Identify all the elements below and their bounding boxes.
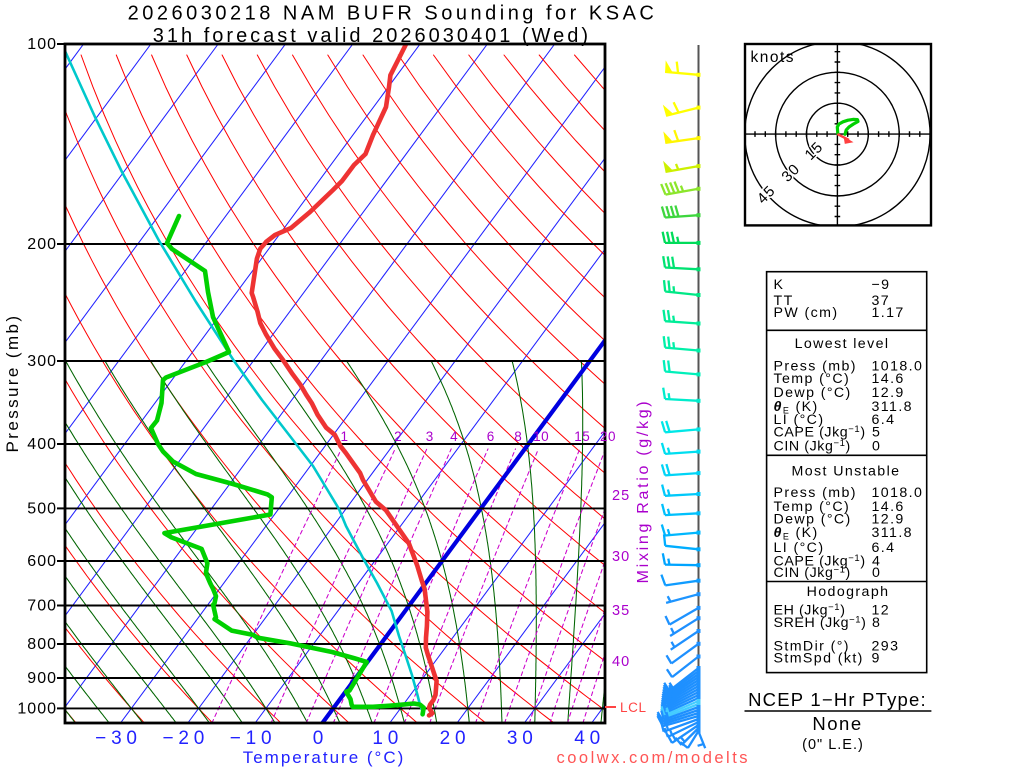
svg-text:−30: −30 bbox=[95, 728, 142, 749]
svg-text:(0" L.E.): (0" L.E.) bbox=[802, 737, 864, 753]
svg-text:1: 1 bbox=[340, 429, 348, 444]
svg-text:200: 200 bbox=[27, 236, 57, 253]
svg-text:StmSpd (kt): StmSpd (kt) bbox=[774, 650, 864, 666]
svg-text:Press (mb): Press (mb) bbox=[774, 358, 857, 374]
svg-text:−10: −10 bbox=[230, 728, 277, 749]
svg-text:30: 30 bbox=[507, 728, 538, 749]
svg-text:Most Unstable: Most Unstable bbox=[792, 464, 901, 480]
svg-text:CAPE (Jkg−1): CAPE (Jkg−1) bbox=[774, 424, 866, 441]
svg-text:Mixing Ratio (g/kg): Mixing Ratio (g/kg) bbox=[635, 399, 652, 584]
svg-text:StmDir (°): StmDir (°) bbox=[774, 638, 850, 654]
svg-text:EH (Jkg−1): EH (Jkg−1) bbox=[774, 602, 846, 619]
svg-text:θE (K): θE (K) bbox=[774, 525, 819, 542]
svg-text:Pressure (mb): Pressure (mb) bbox=[3, 314, 22, 453]
svg-text:400: 400 bbox=[27, 436, 57, 453]
svg-text:LCL: LCL bbox=[620, 700, 647, 715]
svg-text:CAPE (Jkg−1): CAPE (Jkg−1) bbox=[774, 553, 866, 570]
svg-text:PW (cm): PW (cm) bbox=[774, 305, 839, 321]
svg-text:−9: −9 bbox=[872, 277, 891, 293]
svg-text:31h forecast valid 2026030401: 31h forecast valid 2026030401 (Wed) bbox=[153, 25, 591, 47]
svg-text:35: 35 bbox=[612, 603, 630, 619]
svg-text:θE (K): θE (K) bbox=[774, 399, 819, 416]
svg-text:0: 0 bbox=[313, 728, 328, 749]
svg-text:12: 12 bbox=[872, 602, 891, 618]
svg-text:Temperature (°C): Temperature (°C) bbox=[243, 748, 406, 767]
svg-text:1018.0: 1018.0 bbox=[872, 358, 924, 374]
svg-text:1018.0: 1018.0 bbox=[872, 485, 924, 501]
svg-text:LI (°C): LI (°C) bbox=[774, 412, 825, 428]
svg-text:9: 9 bbox=[872, 650, 881, 666]
svg-text:3: 3 bbox=[426, 429, 434, 444]
svg-text:Lowest level: Lowest level bbox=[795, 336, 890, 352]
svg-text:2: 2 bbox=[394, 429, 402, 444]
svg-text:12.9: 12.9 bbox=[872, 511, 905, 527]
svg-text:12.9: 12.9 bbox=[872, 385, 905, 401]
svg-text:knots: knots bbox=[751, 49, 796, 66]
svg-text:6.4: 6.4 bbox=[872, 540, 896, 556]
svg-text:coolwx.com/modelts: coolwx.com/modelts bbox=[557, 749, 751, 767]
svg-text:500: 500 bbox=[27, 501, 57, 518]
svg-text:CIN (Jkg−1): CIN (Jkg−1) bbox=[774, 438, 851, 455]
svg-text:Temp (°C): Temp (°C) bbox=[774, 371, 851, 387]
svg-text:Press (mb): Press (mb) bbox=[774, 485, 857, 501]
svg-text:TT: TT bbox=[774, 293, 794, 309]
svg-text:8: 8 bbox=[514, 429, 522, 444]
svg-text:10: 10 bbox=[533, 429, 549, 444]
svg-text:40: 40 bbox=[574, 728, 605, 749]
svg-text:6: 6 bbox=[487, 429, 495, 444]
svg-text:0: 0 bbox=[872, 438, 881, 454]
svg-text:Temp (°C): Temp (°C) bbox=[774, 499, 851, 515]
svg-text:−20: −20 bbox=[162, 728, 209, 749]
svg-text:Dewp (°C): Dewp (°C) bbox=[774, 511, 852, 527]
svg-text:4: 4 bbox=[450, 429, 458, 444]
svg-text:293: 293 bbox=[872, 638, 900, 654]
svg-text:311.8: 311.8 bbox=[872, 399, 913, 415]
svg-text:None: None bbox=[812, 713, 862, 734]
svg-text:600: 600 bbox=[27, 553, 57, 570]
svg-text:30: 30 bbox=[612, 549, 630, 565]
svg-text:K: K bbox=[774, 277, 785, 293]
svg-text:1.17: 1.17 bbox=[872, 305, 905, 321]
svg-text:40: 40 bbox=[612, 654, 630, 670]
svg-text:1000: 1000 bbox=[17, 701, 57, 718]
svg-text:8: 8 bbox=[872, 615, 881, 631]
svg-text:100: 100 bbox=[27, 36, 57, 53]
svg-text:0: 0 bbox=[872, 565, 881, 581]
svg-text:700: 700 bbox=[27, 598, 57, 615]
svg-text:20: 20 bbox=[600, 429, 616, 444]
svg-text:37: 37 bbox=[872, 293, 891, 309]
svg-text:20: 20 bbox=[440, 728, 471, 749]
svg-text:Dewp (°C): Dewp (°C) bbox=[774, 385, 852, 401]
svg-text:14.6: 14.6 bbox=[872, 371, 905, 387]
svg-text:800: 800 bbox=[27, 636, 57, 653]
svg-text:LI (°C): LI (°C) bbox=[774, 540, 825, 556]
svg-text:900: 900 bbox=[27, 670, 57, 687]
svg-text:15: 15 bbox=[574, 429, 590, 444]
svg-text:2026030218 NAM BUFR Sounding f: 2026030218 NAM BUFR Sounding for KSAC bbox=[128, 3, 658, 25]
svg-text:CIN (Jkg−1): CIN (Jkg−1) bbox=[774, 564, 851, 581]
svg-text:6.4: 6.4 bbox=[872, 412, 896, 428]
svg-text:SREH (Jkg−1): SREH (Jkg−1) bbox=[774, 614, 867, 631]
svg-text:NCEP 1−Hr PType:: NCEP 1−Hr PType: bbox=[748, 689, 927, 710]
svg-text:5: 5 bbox=[872, 425, 881, 441]
svg-text:300: 300 bbox=[27, 353, 57, 370]
svg-text:Hodograph: Hodograph bbox=[807, 584, 890, 600]
svg-text:25: 25 bbox=[612, 488, 630, 504]
svg-text:10: 10 bbox=[372, 728, 403, 749]
svg-text:4: 4 bbox=[872, 554, 881, 570]
svg-text:311.8: 311.8 bbox=[872, 525, 913, 541]
svg-text:14.6: 14.6 bbox=[872, 499, 905, 515]
